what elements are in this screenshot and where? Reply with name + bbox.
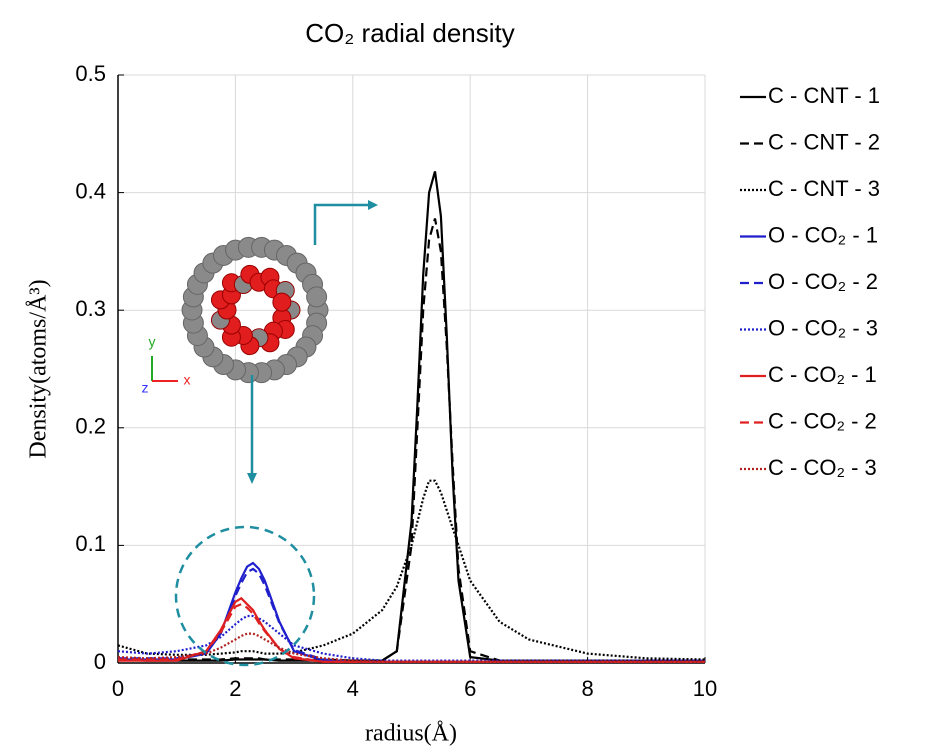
x-axis-label: radius(Å) <box>365 721 457 747</box>
legend-label: O - CO₂ - 2 <box>768 269 878 294</box>
y-tick-label: 0 <box>94 649 106 674</box>
legend-label: C - CNT - 3 <box>768 176 880 201</box>
legend-label: C - CO₂ - 1 <box>768 362 877 387</box>
legend-label: C - CNT - 1 <box>768 83 880 108</box>
atom <box>306 286 328 308</box>
atom <box>272 292 292 312</box>
legend-label: C - CNT - 2 <box>768 129 880 154</box>
highlight-circle <box>174 525 316 667</box>
arrow-head <box>368 200 378 210</box>
arrow <box>313 203 370 245</box>
legend: C - CNT - 1 C - CNT - 2 C - CNT - 3 O - CO₂… <box>740 83 880 480</box>
series-line <box>117 479 706 661</box>
series-line <box>118 561 705 663</box>
nanotube-image <box>181 236 329 384</box>
axis-icon-label: z <box>142 380 149 396</box>
x-tick-label: 6 <box>464 676 476 701</box>
axis-icon-label: y <box>149 334 156 350</box>
inset: y z x <box>142 200 378 667</box>
y-tick-label: 0.4 <box>75 178 106 203</box>
series-line <box>117 218 705 662</box>
series-line <box>117 171 705 662</box>
y-tick-label: 0.5 <box>75 61 106 86</box>
legend-label: O - CO₂ - 1 <box>768 222 878 247</box>
y-tick-label: 0.3 <box>75 296 106 321</box>
y-tick-label: 0.1 <box>75 531 106 556</box>
x-tick-label: 8 <box>581 676 593 701</box>
axis-icon-label: x <box>184 372 191 388</box>
series-line <box>117 614 705 662</box>
x-tick-label: 10 <box>693 676 717 701</box>
y-tick-label: 0.2 <box>75 414 106 439</box>
legend-label: C - CO₂ - 3 <box>768 455 877 480</box>
x-tick-label: 4 <box>347 676 359 701</box>
series-line <box>117 632 705 663</box>
legend-label: C - CO₂ - 2 <box>768 408 877 433</box>
x-tick-label: 0 <box>112 676 124 701</box>
arrow-head <box>247 473 257 484</box>
legend-label: O - CO₂ - 3 <box>768 315 878 340</box>
chart-title: CO₂ radial density <box>305 18 515 48</box>
plot-area: 0 2 4 6 8 10 0 0.1 0.2 0.3 0.4 0.5 <box>75 61 717 701</box>
y-axis-label: Density(atoms/Å³) <box>26 279 52 458</box>
series-line <box>118 567 705 663</box>
x-tick-label: 2 <box>229 676 241 701</box>
